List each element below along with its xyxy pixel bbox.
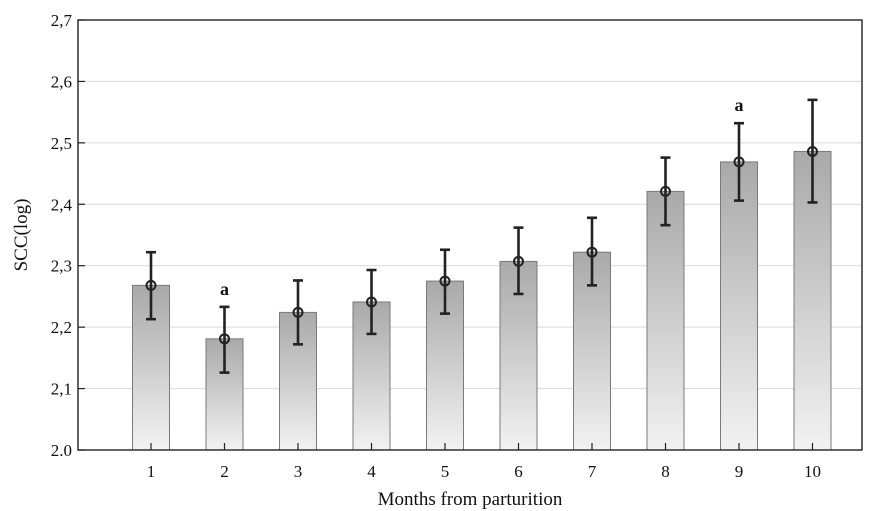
x-tick-label: 1: [147, 462, 156, 481]
x-axis-title: Months from parturition: [378, 489, 563, 510]
x-tick-label: 2: [220, 462, 229, 481]
mean-marker: [219, 333, 230, 345]
significance-annotation: a: [735, 95, 744, 115]
tick-labels: 2.0 2,1 2,2 2,3 2,4 2,5 2,6 2,7 1 2 3 4 5 6 7 8 9 10 a a: [51, 11, 821, 481]
mean-marker: [660, 185, 671, 197]
y-tick-label: 2,4: [51, 195, 73, 214]
mean-marker: [586, 246, 598, 258]
mean-marker: [145, 279, 157, 291]
y-tick-label: 2.0: [51, 441, 72, 460]
y-tick-label: 2,2: [51, 318, 72, 337]
y-tick-label: 2,5: [51, 134, 72, 153]
x-tick-label: 7: [588, 462, 597, 481]
plot-frame: [77, 19, 863, 451]
x-tick-label: 3: [294, 462, 303, 481]
y-tick-label: 2,1: [51, 380, 72, 399]
mean-marker: [807, 145, 818, 157]
x-tick-label: 9: [735, 462, 744, 481]
mean-marker: [366, 296, 377, 308]
mean-marker: [439, 275, 451, 287]
axes: [77, 19, 863, 451]
y-tick-label: 2,6: [51, 72, 72, 91]
x-tick-label: 5: [441, 462, 450, 481]
y-axis-title: SCC(log): [11, 199, 32, 272]
x-tick-label: 4: [367, 462, 376, 481]
mean-marker: [292, 306, 304, 318]
mean-marker: [513, 255, 524, 267]
x-tick-label: 10: [804, 462, 821, 481]
x-tick-label: 6: [514, 462, 523, 481]
x-tick-label: 8: [661, 462, 670, 481]
bar: [720, 161, 758, 451]
mean-marker: [733, 156, 745, 168]
y-tick-label: 2,3: [51, 257, 72, 276]
bar: [646, 190, 685, 451]
y-tick-label: 2,7: [51, 11, 73, 30]
bars: [132, 98, 832, 451]
significance-annotation: a: [220, 279, 229, 299]
